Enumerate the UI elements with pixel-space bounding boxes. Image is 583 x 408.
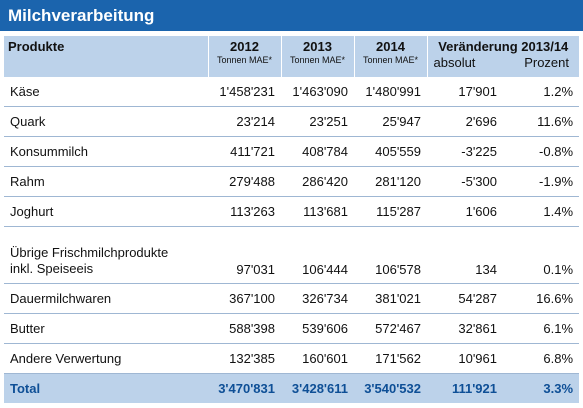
value-cell: 16.6% (503, 283, 580, 314)
header-cell: 2012 Tonnen MAE* (207, 36, 281, 77)
value-cell: 97'031 (208, 226, 281, 284)
value-cell: 279'488 (208, 166, 281, 197)
header-change: Veränderung 2013/14 (438, 39, 569, 54)
value-cell: 572'467 (354, 313, 427, 344)
value-cell: -5'300 (427, 166, 503, 197)
header-cell: Produkte (4, 36, 208, 77)
header-unit: Tonnen MAE* (289, 55, 346, 65)
value-cell: 134 (427, 226, 503, 284)
value-cell: 405'559 (354, 136, 427, 167)
product-cell: Dauermilchwaren (4, 283, 208, 314)
value-cell: 381'021 (354, 283, 427, 314)
value-cell: 6.8% (503, 343, 580, 374)
header-year: 2012 (230, 39, 259, 54)
value-cell: 286'420 (281, 166, 354, 197)
table-row: Butter 588'398 539'606 572'467 32'861 6.1% (4, 313, 580, 344)
value-cell: 1.4% (503, 196, 580, 227)
value-cell: 23'214 (208, 106, 281, 137)
value-cell: 11.6% (503, 106, 580, 137)
value-cell: 106'444 (281, 226, 354, 284)
product-cell: Käse (4, 77, 208, 107)
product-cell: Konsummilch (4, 136, 208, 167)
table-row: Dauermilchwaren 367'100 326'734 381'021 54'2… (4, 283, 580, 314)
value-cell: 1'606 (427, 196, 503, 227)
value-cell: 132'385 (208, 343, 281, 374)
header-year: 2014 (376, 39, 405, 54)
header-unit: Tonnen MAE* (362, 55, 419, 65)
table-body: Käse 1'458'231 1'463'090 1'480'991 17'901 1.2… (4, 77, 580, 374)
product-cell: Übrige Frischmilchprodukte inkl. Speisee… (4, 226, 208, 284)
total-label: Total (10, 381, 41, 396)
total-row: Total 3'470'831 3'428'611 3'540'532 111'921 3… (4, 373, 580, 403)
value-cell: 17'901 (427, 77, 503, 107)
value-cell: -3'225 (427, 136, 503, 167)
value-cell: 326'734 (281, 283, 354, 314)
table-row: Joghurt 113'263 113'681 115'287 1'606 1.4% (4, 196, 580, 227)
value-cell: 113'263 (208, 196, 281, 227)
value-cell: 113'681 (281, 196, 354, 227)
value-cell: 539'606 (281, 313, 354, 344)
header-unit: Tonnen MAE* (216, 55, 273, 65)
value-cell: 1'463'090 (281, 77, 354, 107)
value-cell: 32'861 (427, 313, 503, 344)
table-row: Andere Verwertung 132'385 160'601 171'562 10… (4, 343, 580, 374)
product-cell: Quark (4, 106, 208, 137)
value-cell: 0.1% (503, 226, 580, 284)
value-cell: 411'721 (208, 136, 281, 167)
total-cell: 3.3% (543, 381, 574, 396)
table-row: Quark 23'214 23'251 25'947 2'696 11.6% (4, 106, 580, 137)
product-cell: Rahm (4, 166, 208, 197)
value-cell: 1'458'231 (208, 77, 281, 107)
total-cell: 3'470'831 (218, 381, 275, 396)
header-sub: absolut (433, 55, 476, 70)
value-cell: 408'784 (281, 136, 354, 167)
total-cell: 3'428'611 (291, 381, 348, 396)
header-cell: 2014 Tonnen MAE* (353, 36, 427, 77)
value-cell: 115'287 (354, 196, 427, 227)
product-cell: Butter (4, 313, 208, 344)
value-cell: 367'100 (208, 283, 281, 314)
value-cell: 1'480'991 (354, 77, 427, 107)
value-cell: 54'287 (427, 283, 503, 314)
value-cell: 23'251 (281, 106, 354, 137)
product-cell: Andere Verwertung (4, 343, 208, 374)
value-cell: 1.2% (503, 77, 580, 107)
value-cell: -1.9% (503, 166, 580, 197)
header-year: 2013 (303, 39, 332, 54)
table-title: Milchverarbeitung (0, 0, 583, 31)
header-sub: Prozent (524, 55, 570, 70)
value-cell: -0.8% (503, 136, 580, 167)
table-row: Übrige Frischmilchprodukte inkl. Speisee… (4, 226, 580, 284)
value-cell: 588'398 (208, 313, 281, 344)
header-cell: 2013 Tonnen MAE* (280, 36, 354, 77)
value-cell: 10'961 (427, 343, 503, 374)
value-cell: 2'696 (427, 106, 503, 137)
header-text: Produkte (8, 39, 65, 54)
header-row: Produkte 2012 Tonnen MAE* 2013 Tonnen MAE*… (4, 36, 580, 77)
value-cell: 160'601 (281, 343, 354, 374)
table-row: Käse 1'458'231 1'463'090 1'480'991 17'901 1.2… (4, 77, 580, 107)
table-row: Rahm 279'488 286'420 281'120 -5'300 -1.9% (4, 166, 580, 197)
value-cell: 25'947 (354, 106, 427, 137)
total-cell: 111'921 (451, 381, 497, 396)
product-cell: Joghurt (4, 196, 208, 227)
table-row: Konsummilch 411'721 408'784 405'559 -3'225 -0… (4, 136, 580, 167)
value-cell: 281'120 (354, 166, 427, 197)
value-cell: 171'562 (354, 343, 427, 374)
total-cell: 3'540'532 (364, 381, 421, 396)
table: Produkte 2012 Tonnen MAE* 2013 Tonnen MAE*… (4, 36, 580, 403)
header-cell: Veränderung 2013/14 absolut Prozent (426, 36, 580, 77)
value-cell: 6.1% (503, 313, 580, 344)
value-cell: 106'578 (354, 226, 427, 284)
